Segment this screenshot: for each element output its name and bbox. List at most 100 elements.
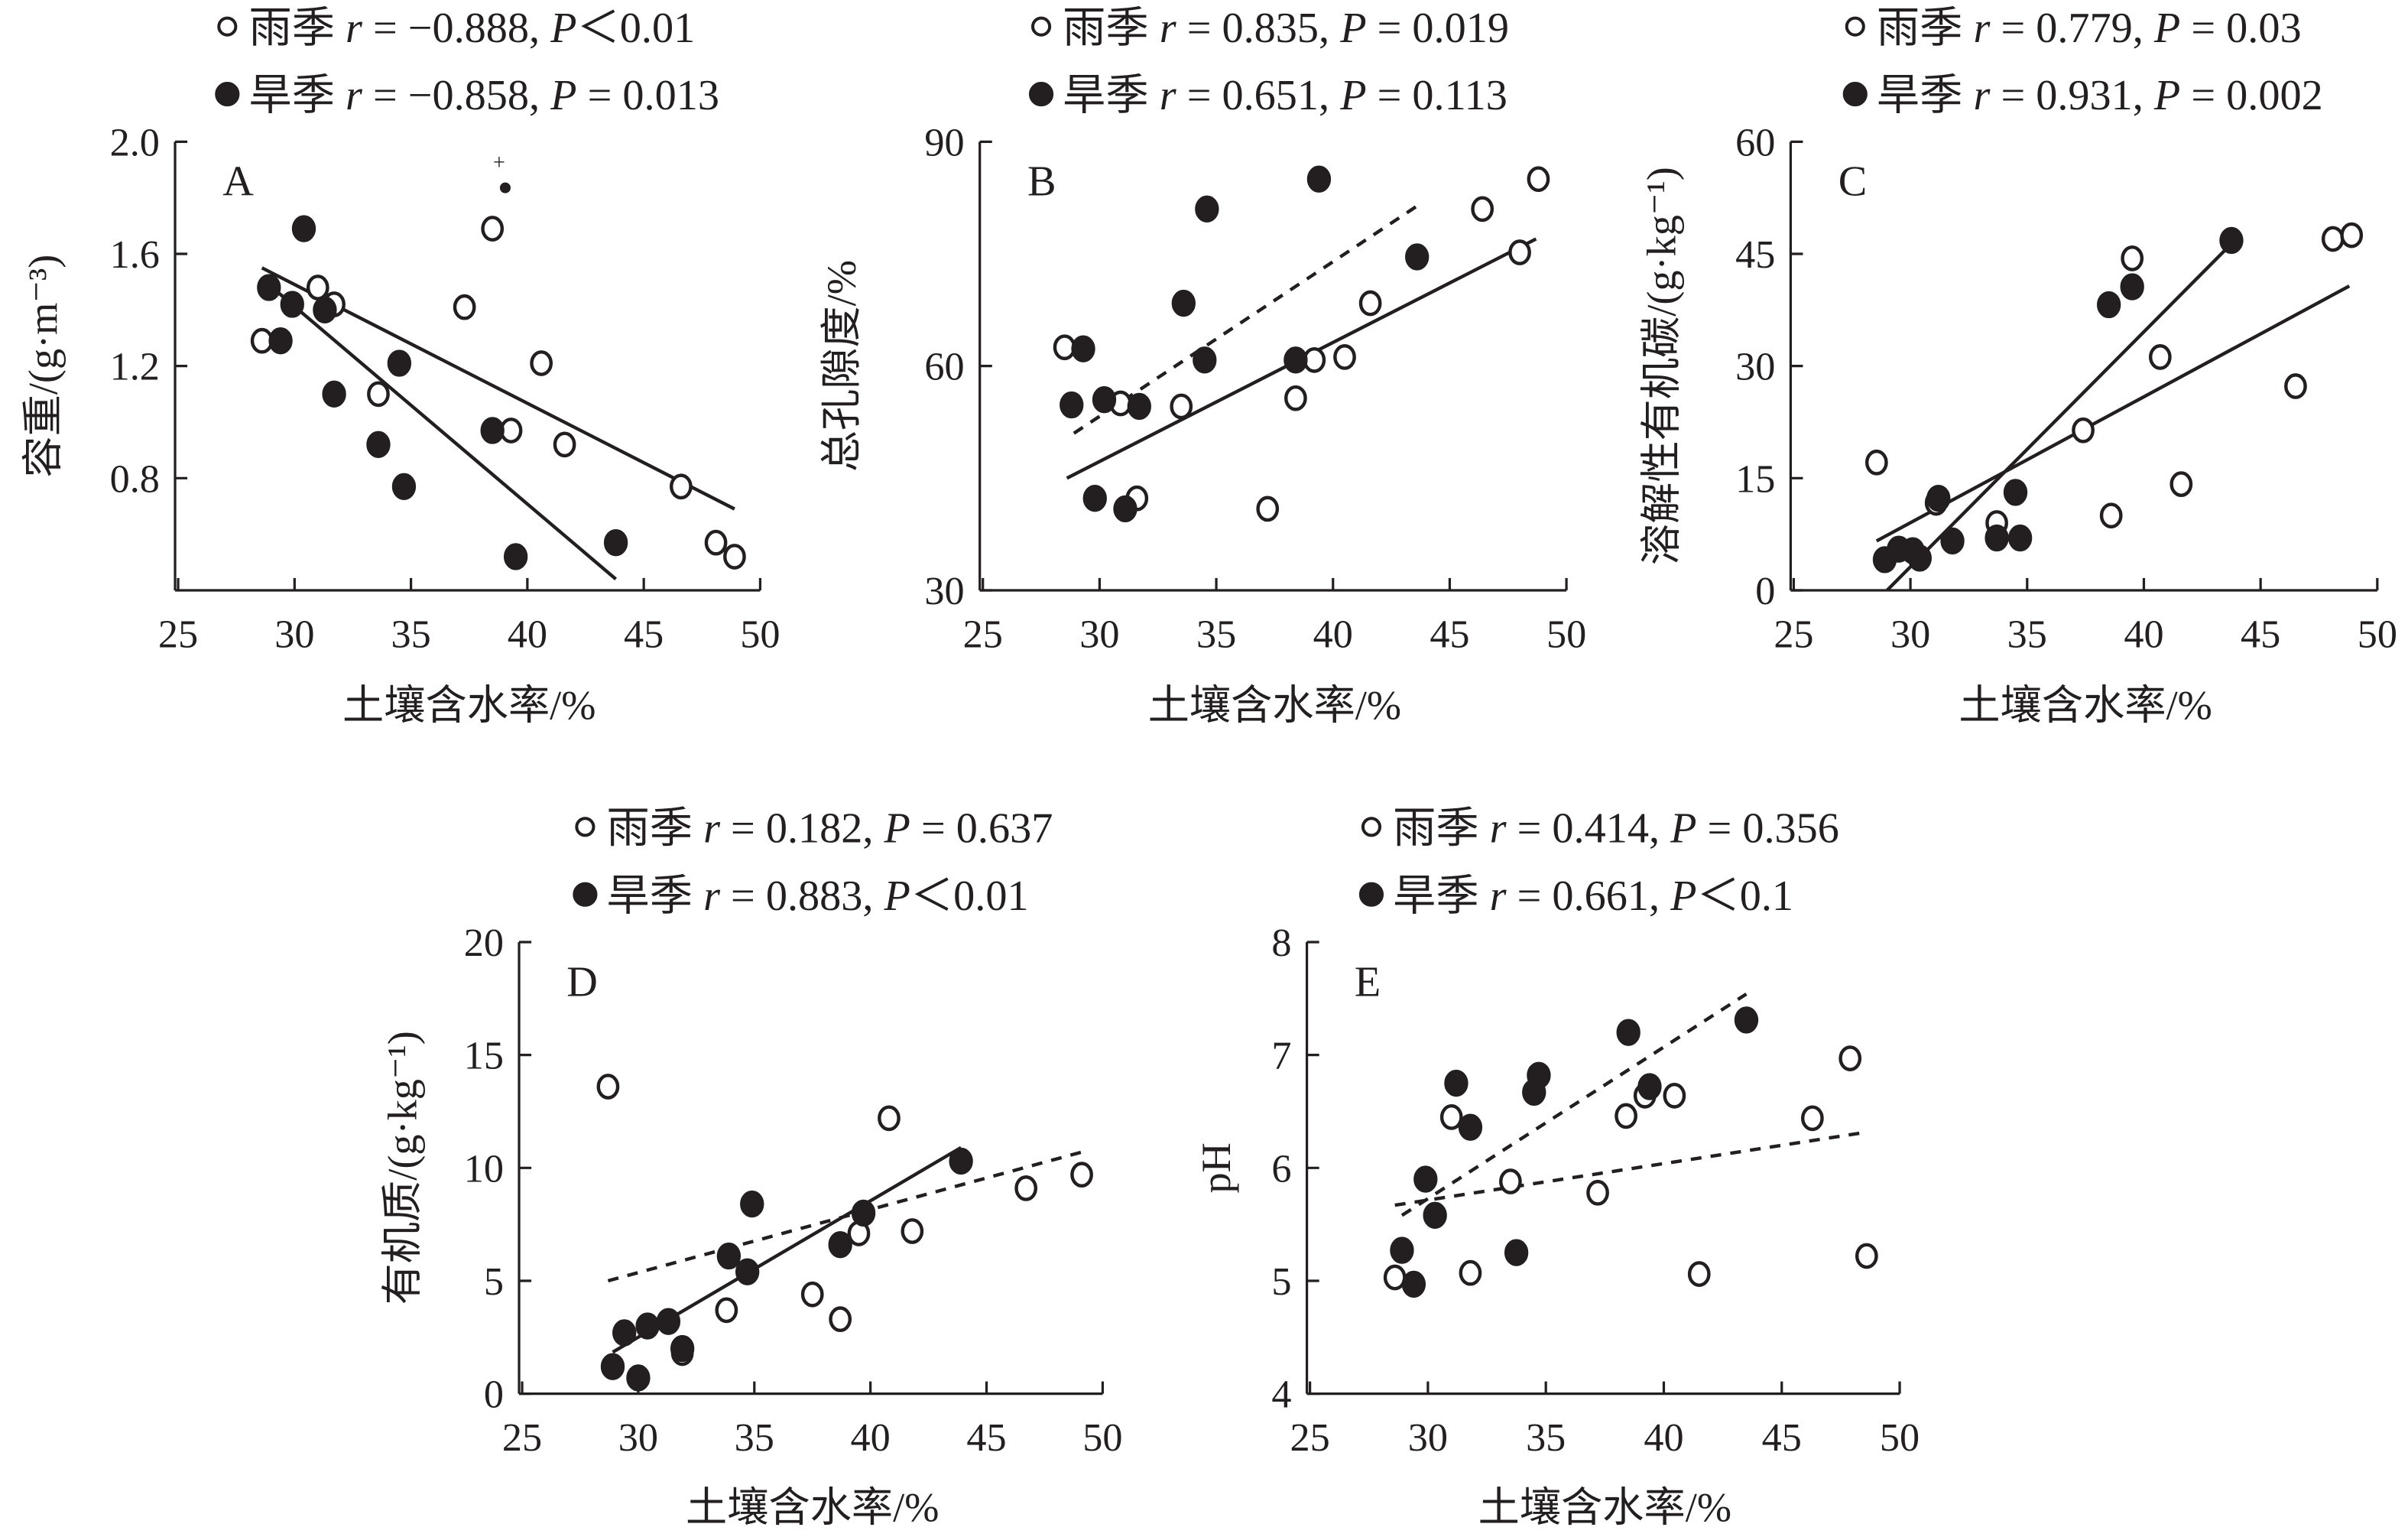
data-point-rainy xyxy=(1801,1105,1824,1132)
fit-line-filled xyxy=(1400,993,1748,1217)
y-tick-label: 30 xyxy=(1735,345,1775,389)
data-point-rainy xyxy=(1439,1104,1463,1130)
data-point-dry xyxy=(612,1319,637,1347)
legend-text-part: P xyxy=(550,72,576,119)
annotation-mark: + xyxy=(493,151,505,175)
data-point-dry xyxy=(1113,495,1137,523)
data-point-dry xyxy=(366,431,391,458)
fit-line-open xyxy=(1394,1131,1863,1207)
y-axis-label: pH xyxy=(1193,1142,1239,1193)
data-point-dry xyxy=(1907,544,1932,572)
data-point-rainy xyxy=(2169,471,2193,498)
legend-entry: 旱季 r = 0.651, P = 0.113 xyxy=(1063,72,1507,119)
data-point-dry xyxy=(257,274,281,301)
x-tick-label: 50 xyxy=(1546,612,1586,656)
data-point-rainy xyxy=(800,1281,824,1308)
legend-text-part: = 0.013 xyxy=(577,72,719,119)
x-tick-label: 30 xyxy=(1408,1415,1448,1460)
legend-filled-circle-icon xyxy=(1842,82,1868,107)
legend-text-part: r xyxy=(703,804,721,852)
data-point-dry xyxy=(1401,1270,1426,1298)
y-tick-label: 20 xyxy=(464,921,504,965)
panel-letter: A xyxy=(222,158,254,206)
y-tick-label: 0 xyxy=(484,1373,504,1417)
y-tick-label: 2.0 xyxy=(110,120,160,164)
data-point-dry xyxy=(1390,1236,1414,1264)
legend-text-part: P xyxy=(1339,72,1366,119)
data-point-rainy xyxy=(1855,1243,1878,1269)
y-tick-label: 15 xyxy=(464,1034,504,1078)
legend-text-part: 雨季 xyxy=(1393,804,1490,852)
legend-text-part: 旱季 xyxy=(1063,72,1160,119)
y-tick-label: 5 xyxy=(484,1259,504,1304)
x-tick-label: 25 xyxy=(963,612,1003,656)
data-point-rainy xyxy=(1170,393,1193,420)
data-point-rainy xyxy=(481,216,505,242)
data-point-dry xyxy=(2120,273,2144,301)
data-point-dry xyxy=(735,1258,760,1285)
legend-text-part: = 0.414, xyxy=(1507,804,1671,852)
x-tick-label: 30 xyxy=(1890,612,1930,656)
y-axis-label: 容重/(g·m⁻³) xyxy=(20,255,66,478)
data-point-dry xyxy=(391,473,417,500)
legend-entry: 雨季 r = 0.835, P = 0.019 xyxy=(1063,5,1509,52)
data-point-dry xyxy=(740,1190,764,1218)
y-tick-label: 30 xyxy=(924,569,964,613)
x-tick-label: 25 xyxy=(158,612,198,656)
data-point-dry xyxy=(268,327,293,355)
legend-text-part: = 0.019 xyxy=(1367,5,1509,52)
legend-text-part: r xyxy=(346,72,363,119)
x-tick-label: 45 xyxy=(966,1415,1006,1460)
data-point-rainy xyxy=(2321,226,2345,252)
data-point-dry xyxy=(1734,1006,1759,1034)
y-axis-label: 总孔隙度/% xyxy=(819,260,865,472)
data-point-dry xyxy=(1171,289,1196,317)
data-point-dry xyxy=(716,1242,742,1270)
data-point-dry xyxy=(635,1312,660,1340)
data-point-dry xyxy=(322,380,346,408)
legend-text-part: r xyxy=(1160,72,1177,119)
y-tick-label: 8 xyxy=(1271,921,1291,965)
y-tick-label: 1.6 xyxy=(110,232,160,277)
data-point-dry xyxy=(851,1199,876,1227)
x-tick-label: 40 xyxy=(1644,1415,1683,1460)
y-tick-label: 15 xyxy=(1735,457,1775,501)
legend-text-part: r xyxy=(346,5,363,52)
data-point-dry xyxy=(503,543,528,570)
y-tick-label: 6 xyxy=(1271,1146,1291,1191)
data-point-dry xyxy=(291,215,316,242)
legend-filled-circle-icon xyxy=(1358,882,1384,907)
legend-entry: 旱季 r = 0.883, P＜0.01 xyxy=(607,872,1029,920)
data-point-dry xyxy=(656,1308,681,1335)
data-point-rainy xyxy=(453,294,476,320)
x-tick-label: 30 xyxy=(274,612,314,656)
data-point-rainy xyxy=(1499,1168,1522,1194)
legend-text-part: = 0.651, xyxy=(1176,72,1341,119)
x-tick-label: 50 xyxy=(1880,1415,1920,1460)
data-point-rainy xyxy=(530,350,553,376)
data-point-dry xyxy=(828,1231,852,1259)
data-point-dry xyxy=(280,291,304,318)
data-point-rainy xyxy=(1256,496,1280,522)
annotation-dot xyxy=(499,182,511,193)
data-point-dry xyxy=(1284,346,1308,374)
panel-letter: E xyxy=(1355,958,1381,1006)
y-tick-label: 90 xyxy=(924,120,964,164)
data-point-dry xyxy=(387,349,412,377)
legend-text-part: r xyxy=(1490,872,1507,920)
data-point-dry xyxy=(600,1353,625,1380)
x-axis-label: 土壤含水率/% xyxy=(1148,683,1401,729)
data-point-rainy xyxy=(1527,166,1550,193)
legend-text-part: = 0.835, xyxy=(1176,5,1341,52)
x-tick-label: 30 xyxy=(1079,612,1119,656)
y-tick-label: 1.2 xyxy=(110,345,160,389)
legend-text-part: 旱季 xyxy=(607,872,704,920)
x-tick-label: 25 xyxy=(1774,612,1813,656)
x-tick-label: 40 xyxy=(851,1415,891,1460)
data-point-rainy xyxy=(2099,502,2123,529)
legend-text-part: = −0.858, xyxy=(362,72,550,119)
legend-text-part: r xyxy=(703,872,721,920)
data-point-dry xyxy=(1060,391,1084,419)
data-point-rainy xyxy=(1070,1162,1093,1188)
